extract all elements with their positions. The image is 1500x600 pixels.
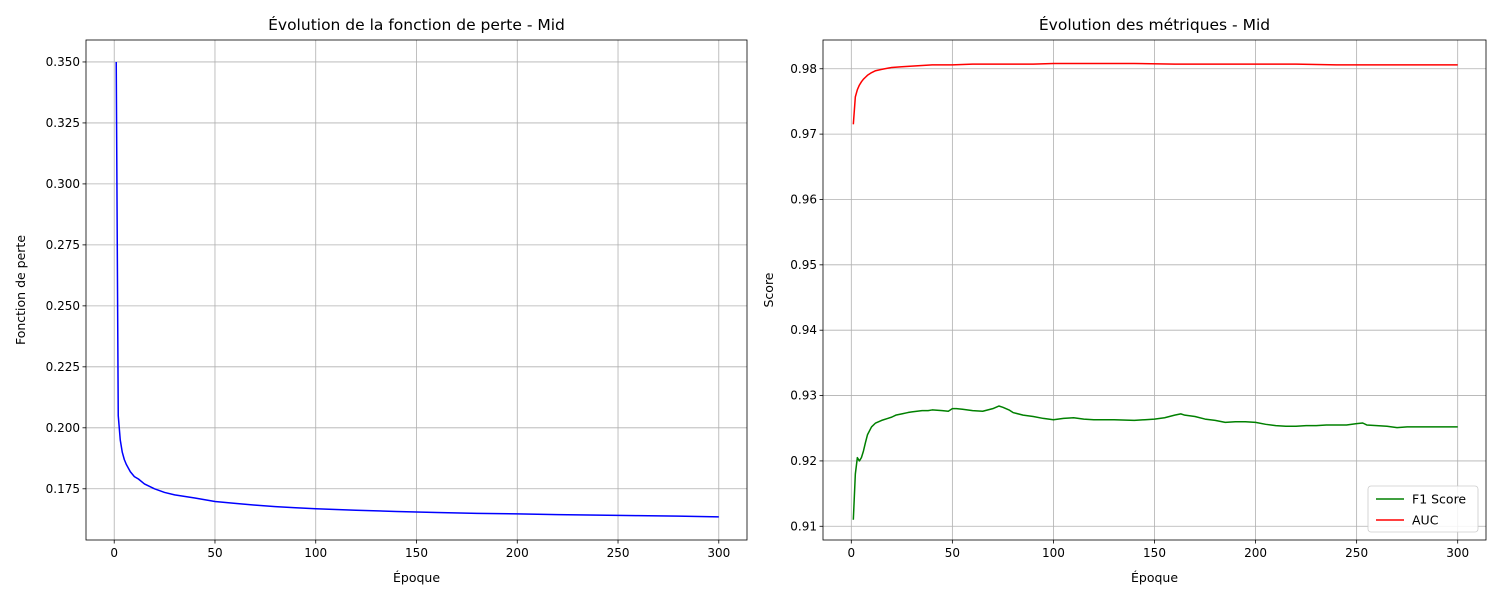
y-tick-label: 0.93: [790, 389, 817, 403]
x-tick-label: 150: [405, 546, 428, 560]
x-axis-label: Époque: [1131, 570, 1178, 585]
y-tick-label: 0.95: [790, 258, 817, 272]
y-tick-label: 0.94: [790, 323, 817, 337]
x-tick-label: 300: [707, 546, 730, 560]
y-tick-label: 0.175: [46, 482, 80, 496]
y-axis-label: Score: [761, 272, 776, 307]
x-axis-label: Époque: [393, 570, 440, 585]
y-axis-label: Fonction de perte: [13, 235, 28, 345]
x-tick-label: 250: [1345, 546, 1368, 560]
y-tick-label: 0.91: [790, 519, 817, 533]
x-tick-label: 100: [1042, 546, 1065, 560]
x-tick-label: 0: [110, 546, 118, 560]
chart-title: Évolution des métriques - Mid: [1039, 15, 1270, 34]
legend-label: F1 Score: [1412, 492, 1466, 507]
chart-panel-2: 0 50 100 150 200 250 300 0.91 0.92 0.93 0.94 0.95 0.…: [761, 15, 1487, 585]
y-tick-label: 0.98: [790, 62, 817, 76]
series-line-auc: [852, 62, 1458, 125]
x-tick-label: 0: [847, 546, 855, 560]
y-tick-label: 0.96: [790, 192, 817, 206]
x-tick-label: 100: [304, 546, 327, 560]
x-tick-label: 200: [506, 546, 529, 560]
x-tick-label: 150: [1143, 546, 1166, 560]
y-tick-label: 0.250: [46, 299, 80, 313]
y-tick-label: 0.92: [790, 454, 817, 468]
x-tick-label: 200: [1244, 546, 1267, 560]
y-tick-label: 0.225: [46, 360, 80, 374]
x-tick-label: 250: [607, 546, 630, 560]
series-line-1: [115, 61, 719, 518]
chart-panel-1: 0 50 100 150 200 250 300 0.175 0.200 0.225 0.250 0.…: [13, 15, 748, 585]
y-tick-label: 0.300: [46, 177, 80, 191]
series-line-f1-score: [852, 405, 1458, 520]
y-tick-label: 0.350: [46, 55, 80, 69]
y-tick-label: 0.200: [46, 421, 80, 435]
chart-title: Évolution de la fonction de perte - Mid: [268, 15, 565, 34]
y-tick-label: 0.97: [790, 127, 817, 141]
y-tick-label: 0.325: [46, 116, 80, 130]
y-tick-label: 0.275: [46, 238, 80, 252]
legend-label: AUC: [1412, 513, 1439, 528]
x-tick-label: 300: [1446, 546, 1469, 560]
legend: F1 Score AUC: [1367, 485, 1479, 533]
x-tick-label: 50: [945, 546, 960, 560]
x-tick-label: 50: [207, 546, 222, 560]
